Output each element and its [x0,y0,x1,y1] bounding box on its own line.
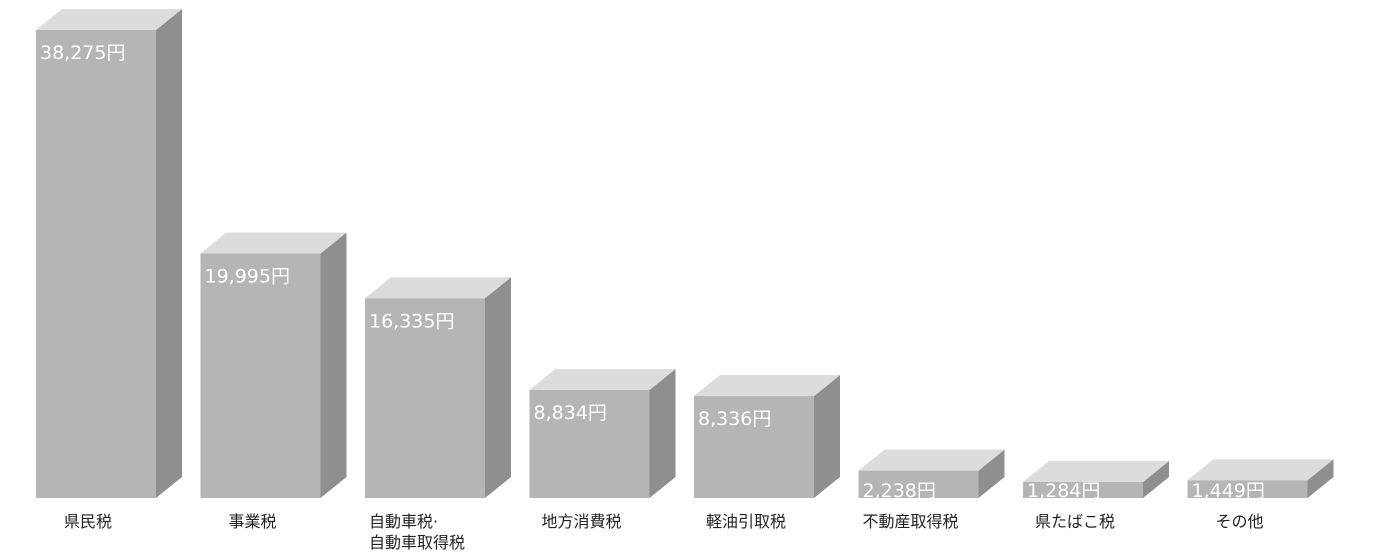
category-label: 県たばこ税 [1035,512,1115,531]
bar-front-face [365,298,485,498]
bar-side-face [1143,461,1169,498]
bar-top-face [1187,459,1334,481]
category-label: 事業税 [228,512,276,531]
bar-top-face [200,232,347,254]
category-label-line: その他 [1215,512,1263,531]
bar: 16,335円 [365,277,511,498]
category-label-line: 地方消費税 [541,512,621,531]
bar-side-face [156,9,182,498]
category-label-line: 不動産取得税 [862,512,958,531]
bar-top-face [694,375,840,397]
category-label: 不動産取得税 [862,512,958,531]
bar: 1,284円 [1023,461,1169,502]
bar-value-label: 1,449円 [1192,480,1265,502]
bar-side-face [320,232,347,499]
bar-value-label: 2,238円 [863,480,936,502]
bar: 8,834円 [529,368,676,498]
bar-top-face [858,449,1005,471]
category-label: 地方消費税 [541,512,621,531]
bar-front-face [1187,480,1308,498]
bar-value-label: 19,995円 [205,266,290,288]
bar-front-face [200,253,321,498]
category-label-line: 事業税 [228,512,276,531]
category-label-line: 県民税 [64,512,112,531]
bar: 19,995円 [200,232,347,499]
category-label: その他 [1215,512,1263,531]
bar-top-face [529,368,676,390]
bar-value-label: 8,834円 [534,402,607,424]
category-label: 県民税 [64,512,112,531]
bar-side-face [649,368,676,498]
bar-front-face [36,30,156,498]
bar: 38,275円 [36,9,182,498]
bar-value-label: 8,336円 [698,408,771,430]
bar-value-label: 1,284円 [1027,480,1100,502]
category-labels: 県民税 事業税 自動車税· 自動車取得税 地方消費税 軽油引取税 不動産取得税 県たばこ税 その… [64,512,1264,552]
bar-value-label: 16,335円 [369,310,454,332]
bar: 2,238円 [858,449,1005,502]
category-label: 軽油引取税 [706,512,786,531]
category-label-line: 自動車税· [369,512,438,531]
category-label: 自動車税· 自動車取得税 [369,512,465,552]
category-label-line: 県たばこ税 [1035,512,1115,531]
bar-side-face [814,375,840,498]
bar-top-face [1023,461,1169,482]
bar-side-face [485,277,511,498]
bar-front-face [858,470,979,498]
bar-front-face [529,389,650,498]
bar-front-face [1023,482,1143,498]
bar-top-face [365,277,511,299]
category-label-line: 軽油引取税 [706,512,786,531]
bar-top-face [36,9,182,30]
bar: 1,449円 [1187,459,1334,502]
bar-front-face [694,396,814,498]
bar-side-face [1307,459,1334,498]
category-label-line: 自動車取得税 [369,533,465,552]
bar-side-face [978,449,1005,498]
bars-layer: 38,275円 19,995円 16,335円 8,834円 8,336円 2,238円 1… [36,9,1334,502]
bar-value-label: 38,275円 [40,42,125,64]
bar: 8,336円 [694,375,840,498]
